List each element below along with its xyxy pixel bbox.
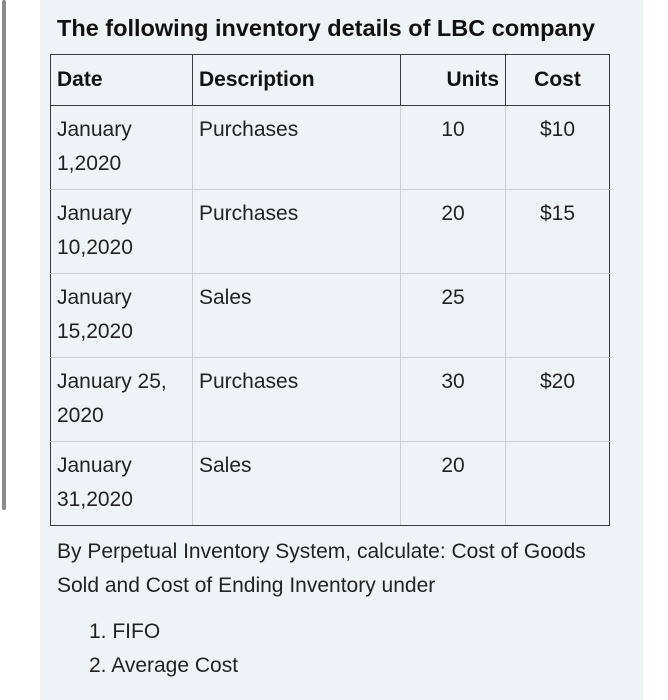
cell-units: 20 — [400, 441, 506, 526]
header-description: Description — [192, 54, 401, 106]
cell-description: Purchases — [192, 189, 401, 274]
date-line: January — [57, 118, 132, 141]
cell-units: 30 — [400, 357, 506, 442]
inventory-table: Date Description Units Cost January 1,202… — [50, 54, 610, 526]
cell-units: 20 — [400, 189, 506, 274]
list-number: 1. — [89, 620, 107, 643]
header-units: Units — [400, 54, 506, 106]
list-label: Average Cost — [111, 654, 239, 677]
date-line: January — [57, 202, 132, 225]
page-title: The following inventory details of LBC c… — [57, 15, 595, 41]
cell-cost: $20 — [505, 357, 610, 442]
method-list: 1. FIFO 2. Average Cost — [57, 615, 238, 683]
cell-description: Sales — [192, 273, 401, 358]
header-cost: Cost — [505, 54, 610, 106]
date-line: January 25, — [57, 370, 167, 393]
cell-description: Purchases — [192, 357, 401, 442]
date-line: January — [57, 286, 132, 309]
cell-description: Purchases — [192, 105, 401, 190]
cell-cost — [505, 273, 610, 358]
cell-date: January 10,2020 — [50, 189, 193, 274]
table-row: January 31,2020 Sales 20 — [50, 441, 610, 526]
table-header-row: Date Description Units Cost — [50, 54, 610, 106]
cell-date: January 15,2020 — [50, 273, 193, 358]
scroll-indicator — [2, 0, 6, 510]
table-row: January 10,2020 Purchases 20 $15 — [50, 189, 610, 274]
cell-description: Sales — [192, 441, 401, 526]
cell-cost: $10 — [505, 105, 610, 190]
list-label: FIFO — [112, 620, 161, 643]
list-item: 1. FIFO — [57, 615, 238, 649]
date-line: 10,2020 — [57, 236, 133, 259]
cell-date: January 25, 2020 — [50, 357, 193, 442]
header-date: Date — [50, 54, 193, 106]
date-line: 15,2020 — [57, 320, 133, 343]
cell-units: 10 — [400, 105, 506, 190]
date-line: January — [57, 454, 132, 477]
table-row: January 1,2020 Purchases 10 $10 — [50, 105, 610, 190]
cell-cost — [505, 441, 610, 526]
list-item: 2. Average Cost — [57, 649, 238, 683]
cell-cost: $15 — [505, 189, 610, 274]
question-text: By Perpetual Inventory System, calculate… — [57, 540, 586, 597]
table-row: January 25, 2020 Purchases 30 $20 — [50, 357, 610, 442]
cell-date: January 31,2020 — [50, 441, 193, 526]
cell-units: 25 — [400, 273, 506, 358]
date-line: 1,2020 — [57, 152, 122, 175]
date-line: 2020 — [57, 404, 104, 427]
list-number: 2. — [89, 654, 107, 677]
date-line: 31,2020 — [57, 488, 133, 511]
question-card: The following inventory details of LBC c… — [40, 0, 643, 700]
cell-date: January 1,2020 — [50, 105, 193, 190]
table-row: January 15,2020 Sales 25 — [50, 273, 610, 358]
